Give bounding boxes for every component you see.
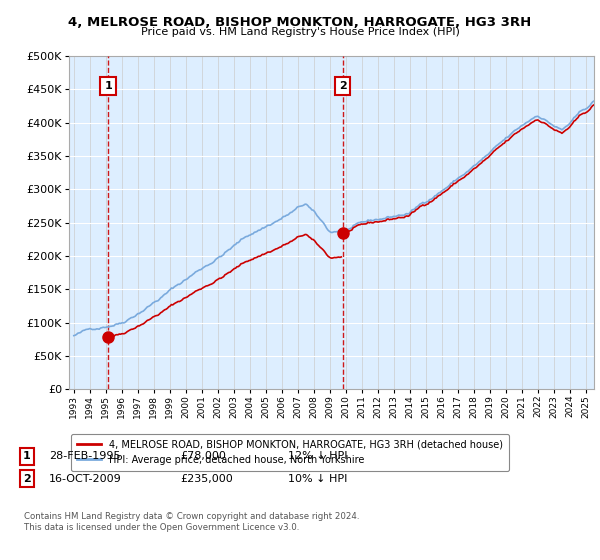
Text: 10% ↓ HPI: 10% ↓ HPI: [288, 474, 347, 484]
Text: 2: 2: [23, 474, 31, 484]
Text: 12% ↓ HPI: 12% ↓ HPI: [288, 451, 347, 461]
Text: 4, MELROSE ROAD, BISHOP MONKTON, HARROGATE, HG3 3RH: 4, MELROSE ROAD, BISHOP MONKTON, HARROGA…: [68, 16, 532, 29]
Text: 1: 1: [104, 81, 112, 91]
Text: Price paid vs. HM Land Registry's House Price Index (HPI): Price paid vs. HM Land Registry's House …: [140, 27, 460, 37]
Text: 1: 1: [23, 451, 31, 461]
Legend: 4, MELROSE ROAD, BISHOP MONKTON, HARROGATE, HG3 3RH (detached house), HPI: Avera: 4, MELROSE ROAD, BISHOP MONKTON, HARROGA…: [71, 434, 509, 470]
Text: £78,000: £78,000: [180, 451, 226, 461]
Text: £235,000: £235,000: [180, 474, 233, 484]
Text: 2: 2: [338, 81, 346, 91]
Text: Contains HM Land Registry data © Crown copyright and database right 2024.
This d: Contains HM Land Registry data © Crown c…: [24, 512, 359, 532]
Text: 28-FEB-1995: 28-FEB-1995: [49, 451, 121, 461]
Text: 16-OCT-2009: 16-OCT-2009: [49, 474, 122, 484]
